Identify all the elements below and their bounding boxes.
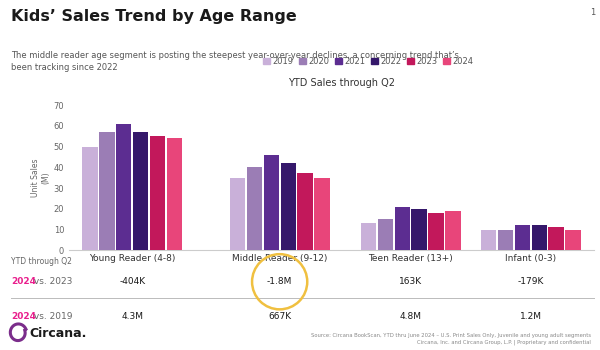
Text: -404K: -404K [119,277,145,286]
Text: Source: Circana BookScan, YTD thru June 2024 – U.S. Print Sales Only, Juvenile a: Source: Circana BookScan, YTD thru June … [311,332,591,345]
Bar [532,225,547,250]
Bar [412,209,427,250]
Text: 4.3M: 4.3M [121,312,143,321]
Text: -179K: -179K [518,277,544,286]
Text: The middle reader age segment is posting the steepest year-over-year declines, a: The middle reader age segment is posting… [11,51,458,72]
Bar [498,230,513,250]
Bar [116,124,131,250]
Bar [565,230,581,250]
Bar [515,225,530,250]
Text: vs. 2023: vs. 2023 [31,277,73,286]
Text: vs. 2019: vs. 2019 [31,312,73,321]
Bar [167,138,182,250]
Text: 1.2M: 1.2M [520,312,542,321]
Text: 2024: 2024 [11,277,36,286]
Text: 4.8M: 4.8M [400,312,422,321]
Text: Circana.: Circana. [29,327,87,340]
Bar [445,211,461,250]
Legend: 2019, 2020, 2021, 2022, 2023, 2024: 2019, 2020, 2021, 2022, 2023, 2024 [259,54,477,70]
Text: Kids’ Sales Trend by Age Range: Kids’ Sales Trend by Age Range [11,9,296,24]
Bar [314,178,329,250]
Bar [281,163,296,250]
Bar [377,219,393,250]
Bar [548,228,563,250]
Bar [263,155,279,250]
Text: 163K: 163K [399,277,422,286]
Bar [133,132,148,250]
Text: -1.8M: -1.8M [267,277,292,286]
Bar [361,223,376,250]
Text: 667K: 667K [268,312,291,321]
Text: YTD through Q2: YTD through Q2 [11,257,71,266]
Bar [395,206,410,250]
Y-axis label: Unit Sales
(M): Unit Sales (M) [31,158,51,197]
Bar [150,136,165,250]
Bar [481,230,496,250]
Bar [100,132,115,250]
Text: YTD Sales through Q2: YTD Sales through Q2 [289,78,395,88]
Text: 2024: 2024 [11,312,36,321]
Bar [247,167,262,250]
Bar [230,178,245,250]
Bar [82,147,98,250]
Bar [298,174,313,250]
Text: 1: 1 [590,8,595,17]
Bar [428,213,443,250]
